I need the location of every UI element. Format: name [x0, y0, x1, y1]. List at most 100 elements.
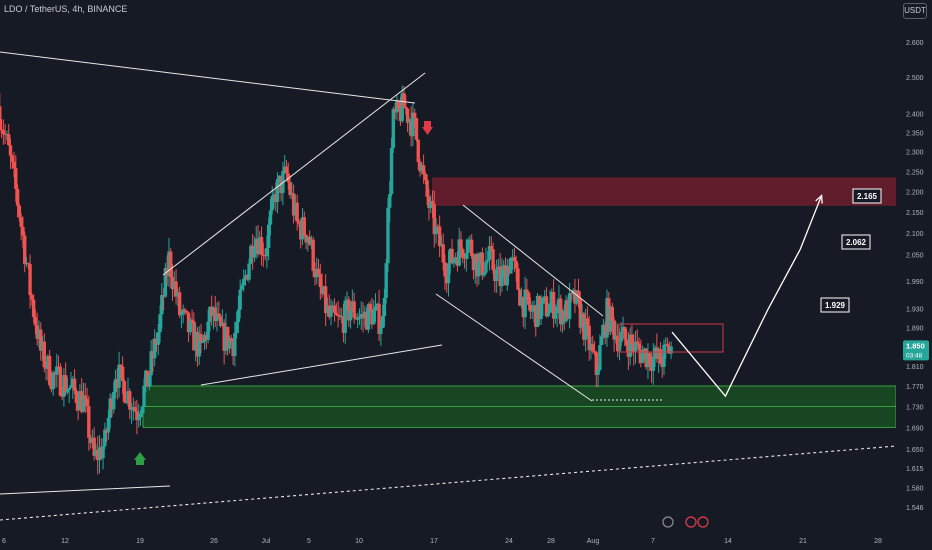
candle-body [19, 217, 23, 227]
currency-button[interactable]: USDT [903, 3, 927, 19]
candle [153, 329, 157, 367]
candle-body [485, 259, 490, 262]
candle-body [60, 395, 64, 397]
candle-body [658, 349, 663, 364]
candle-body [163, 267, 168, 297]
candle [592, 341, 597, 356]
candle-body [224, 326, 228, 351]
candle-body [516, 268, 520, 290]
candle [354, 313, 358, 320]
candle [557, 284, 561, 320]
candle [628, 327, 632, 366]
candle [192, 312, 196, 351]
candle-body [72, 378, 77, 391]
price-tick-label: 2.050 [906, 253, 924, 260]
candle [63, 362, 68, 396]
candle-body [347, 299, 351, 321]
candle-body [176, 292, 180, 297]
candle [329, 299, 333, 326]
candle [129, 402, 134, 424]
candle [535, 293, 540, 328]
sell-arrow-icon [422, 127, 433, 135]
candle-body [400, 93, 404, 122]
candle [562, 304, 566, 331]
candle [113, 369, 118, 399]
candle-body [332, 305, 337, 313]
candle-body [642, 348, 647, 353]
candle-body [372, 310, 376, 325]
candle [83, 383, 87, 414]
candle [138, 410, 143, 427]
candle-body [277, 175, 282, 179]
candle-body [153, 338, 157, 359]
candle-body [569, 293, 574, 295]
candle [466, 237, 470, 259]
candle-body [434, 226, 438, 235]
candle [284, 160, 289, 179]
candle [309, 235, 314, 249]
candle [448, 248, 453, 275]
candle [510, 249, 515, 270]
candle [318, 263, 323, 300]
candle-body [393, 108, 397, 113]
candle [286, 162, 290, 190]
candle-body [637, 343, 641, 351]
candle-body [272, 194, 276, 197]
candle-body [247, 263, 251, 280]
candle-body [201, 341, 205, 343]
candle [65, 377, 70, 395]
candle [234, 312, 239, 339]
candle [642, 347, 647, 359]
candle-body [94, 449, 98, 456]
time-tick-label: 14 [724, 538, 732, 545]
candle-body [667, 346, 672, 354]
candle [252, 236, 257, 262]
candle-body [379, 328, 383, 334]
candle [521, 296, 526, 328]
candle [516, 263, 520, 291]
candle-body [211, 307, 216, 317]
candle [161, 288, 166, 311]
candle-body [514, 261, 518, 269]
candle [523, 276, 527, 330]
price-tick-label: 2.250 [906, 169, 924, 176]
candle [282, 155, 287, 174]
candle-body [213, 307, 217, 321]
candle-body [550, 291, 554, 304]
candle [405, 107, 410, 132]
candle [475, 252, 479, 287]
price-tick-label: 1.580 [906, 486, 924, 493]
target-box [618, 323, 724, 353]
candle-body [263, 255, 267, 257]
candle [496, 258, 501, 270]
candle [446, 251, 451, 297]
candle [464, 239, 469, 272]
candle [452, 257, 456, 268]
candle-body [429, 201, 433, 209]
candle-body [384, 263, 388, 298]
candle [120, 356, 125, 395]
buy-arrow-stem [136, 459, 144, 465]
candle-body [197, 333, 201, 357]
candle [601, 319, 606, 339]
candle-body [304, 235, 308, 243]
candle-body [448, 248, 453, 264]
candle-body [361, 314, 365, 319]
candle [576, 278, 581, 308]
candle [655, 333, 659, 363]
candle-body [639, 350, 643, 363]
candle-body [557, 298, 561, 307]
candle [502, 260, 506, 278]
candle [274, 182, 278, 212]
candle [110, 394, 114, 418]
candle-body [71, 378, 75, 386]
target-label: 2.165 [852, 188, 882, 204]
candle [669, 341, 673, 360]
candle-body [17, 205, 22, 218]
price-tick-label: 1.546 [906, 505, 924, 512]
candle [368, 300, 372, 313]
candle [325, 297, 330, 317]
candle-body [437, 226, 442, 247]
candle [414, 117, 419, 142]
